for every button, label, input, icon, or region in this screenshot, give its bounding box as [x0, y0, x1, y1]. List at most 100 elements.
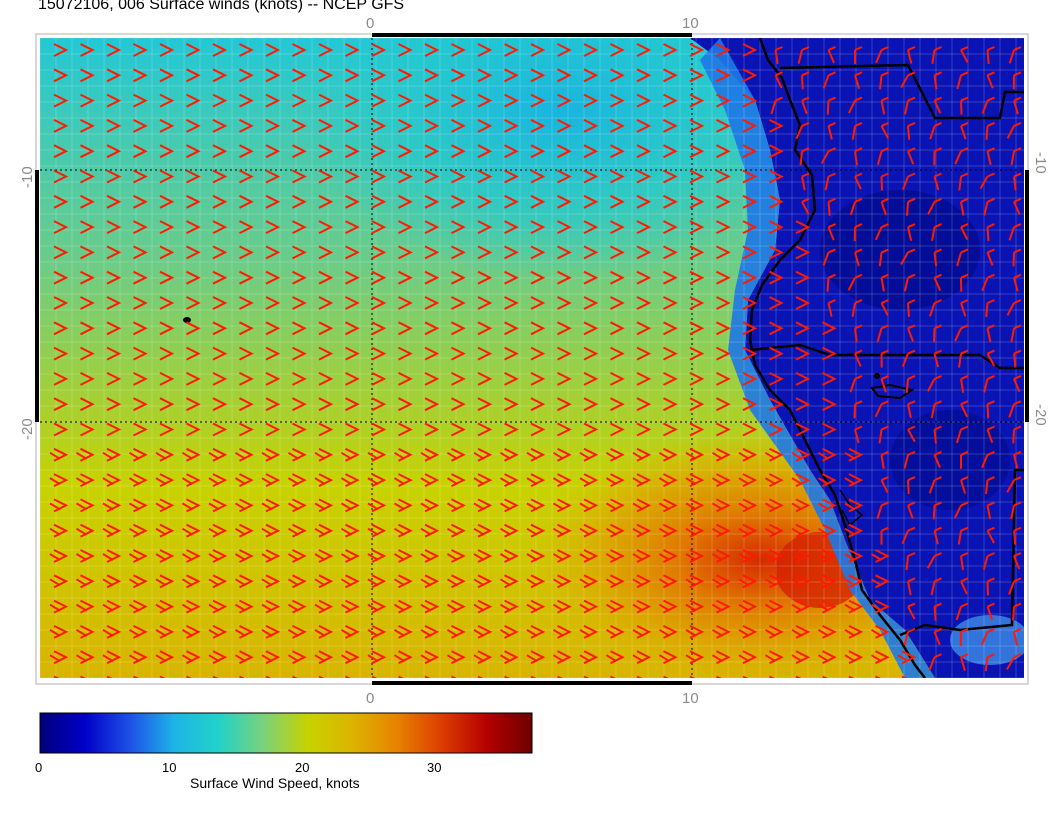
wind-barb	[345, 68, 360, 83]
wind-barb	[133, 119, 148, 133]
wind-barb	[186, 119, 201, 133]
wind-barb	[526, 650, 546, 665]
wind-barb	[880, 121, 889, 139]
wind-barb	[80, 93, 95, 108]
wind-barb	[903, 627, 916, 646]
wind-barb	[557, 422, 572, 437]
wind-barb	[530, 194, 546, 209]
wind-barb	[155, 625, 175, 639]
wind-barb	[155, 473, 175, 487]
wind-barb	[530, 346, 546, 361]
wind-barb	[477, 220, 493, 234]
lat-tick-left--10: -10	[19, 166, 36, 188]
wind-barb	[49, 574, 69, 589]
wind-barb	[907, 602, 916, 620]
wind-barb	[986, 349, 996, 367]
wind-barb	[1006, 121, 1022, 139]
inland-low-wind	[890, 410, 1010, 510]
wind-barb	[212, 68, 228, 83]
wind-barb	[610, 245, 625, 260]
wind-barb	[742, 119, 758, 133]
wind-barb	[212, 270, 228, 285]
wind-barb	[610, 372, 625, 386]
wind-barb	[658, 650, 678, 665]
wind-barb	[769, 119, 784, 133]
wind-barb	[986, 324, 995, 343]
wind-barb	[907, 324, 916, 342]
wind-barb	[907, 223, 916, 241]
wind-barb	[557, 346, 572, 361]
wind-barb	[774, 71, 783, 89]
wind-barb	[393, 574, 413, 589]
wind-barb	[742, 270, 758, 285]
wind-barb	[769, 296, 784, 310]
wind-barb	[451, 194, 466, 209]
wind-barb	[314, 599, 334, 614]
wind-barb	[795, 397, 811, 412]
wind-barb	[689, 93, 705, 108]
wind-barb	[1008, 577, 1022, 595]
wind-barb	[181, 599, 201, 614]
wind-barb	[499, 574, 519, 589]
wind-barb	[583, 194, 599, 209]
wind-barb	[340, 473, 360, 487]
wind-barb	[80, 169, 95, 184]
wind-barb	[186, 321, 201, 336]
wind-barb	[738, 599, 758, 614]
wind-barb	[530, 422, 546, 437]
wind-barb	[716, 194, 731, 209]
wind-barb	[791, 625, 811, 639]
wind-barb	[880, 476, 889, 494]
wind-barb	[208, 549, 228, 563]
wind-barb	[930, 577, 942, 596]
wind-barb	[473, 523, 493, 538]
wind-barb	[526, 473, 546, 487]
lon-tick-bottom-0: 0	[366, 690, 374, 707]
wind-barb	[106, 245, 122, 260]
wind-barb	[769, 144, 784, 159]
wind-barb	[159, 144, 175, 159]
wind-barb	[261, 625, 281, 639]
wind-barb	[212, 397, 228, 412]
wind-barb	[49, 599, 69, 614]
wind-barb	[689, 220, 705, 234]
wind-barb	[610, 346, 625, 361]
wind-barb	[477, 194, 493, 209]
wind-barb	[393, 549, 413, 563]
wind-barb	[499, 523, 519, 538]
wind-barb	[663, 43, 678, 57]
wind-barb	[905, 552, 916, 571]
wind-barb	[769, 169, 784, 184]
wind-barb	[986, 577, 995, 596]
wind-barb	[181, 650, 201, 665]
wind-barb	[960, 476, 969, 494]
wind-barb	[663, 346, 678, 361]
wind-barb	[504, 93, 519, 108]
wind-barb	[960, 653, 969, 671]
wind-barb	[393, 447, 413, 462]
wind-barb	[716, 169, 731, 184]
wind-barb	[451, 169, 466, 184]
wind-barb	[610, 144, 625, 159]
wind-barb	[874, 400, 889, 418]
wind-barb	[552, 599, 572, 614]
wind-barb	[477, 43, 493, 57]
wind-barb	[1010, 147, 1022, 166]
wind-barb	[504, 372, 519, 386]
wind-barb	[926, 552, 942, 569]
wind-barb	[53, 68, 69, 83]
wind-barb	[854, 425, 863, 444]
wind-barb	[106, 270, 122, 285]
wind-barb	[716, 296, 731, 310]
wind-barb	[716, 372, 731, 386]
wind-barb	[853, 223, 863, 242]
wind-barb	[930, 400, 942, 419]
wind-barb	[393, 523, 413, 538]
wind-barb	[420, 549, 440, 563]
wind-barb	[451, 397, 466, 412]
wind-barb	[473, 498, 493, 513]
wind-barb	[398, 43, 413, 57]
wind-barb	[716, 270, 731, 285]
wind-barb	[75, 599, 95, 614]
wind-barb	[1008, 400, 1022, 418]
